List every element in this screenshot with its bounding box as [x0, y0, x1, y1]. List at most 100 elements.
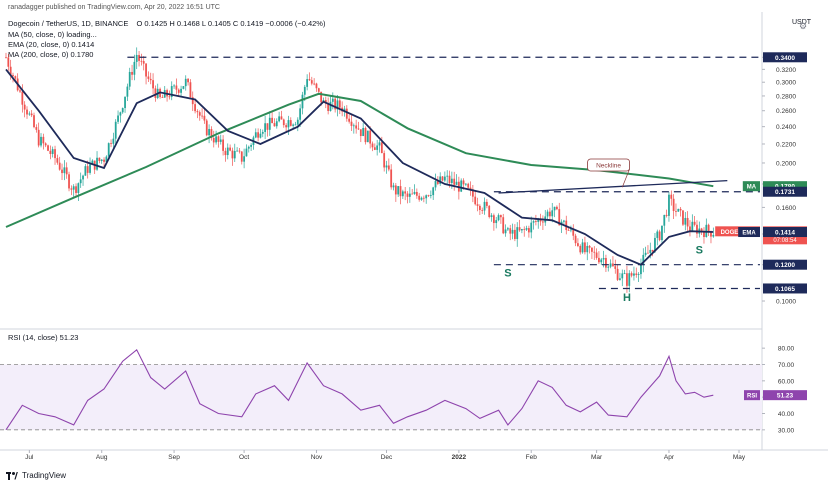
- candle-body: [670, 194, 673, 199]
- time-tick-label: 2022: [452, 454, 467, 461]
- time-tick-label: Mar: [591, 454, 603, 461]
- candle-body: [476, 204, 479, 206]
- candle-body: [474, 196, 477, 205]
- time-tick-label: Nov: [311, 454, 323, 461]
- candle-body: [546, 211, 549, 217]
- candle-body: [47, 145, 49, 151]
- price-label-value: 0.1200: [775, 262, 795, 269]
- candle-body: [485, 201, 488, 206]
- candle-body: [77, 183, 80, 193]
- price-tick-label: 0.2600: [776, 108, 796, 115]
- candle-body: [488, 205, 491, 218]
- candle-body: [135, 54, 138, 62]
- candle-body: [86, 166, 89, 173]
- candle-body: [107, 143, 110, 157]
- candle-body: [208, 129, 210, 136]
- candle-body: [607, 266, 610, 268]
- candle-body: [369, 130, 372, 144]
- candle-body: [261, 131, 264, 134]
- price-tag-label: DOGEUSDT: [721, 230, 755, 236]
- candle-body: [612, 263, 614, 267]
- price-tag-label: EMA: [742, 231, 756, 237]
- candle-body: [310, 80, 313, 84]
- candle-body: [469, 187, 472, 190]
- candle-body: [572, 229, 575, 236]
- candle-body: [682, 210, 684, 225]
- candle-body: [315, 83, 318, 89]
- candle-body: [605, 257, 607, 268]
- candle-body: [201, 115, 203, 117]
- rsi-tick-label: 60.00: [778, 378, 795, 385]
- rsi-tick-label: 80.00: [778, 346, 795, 353]
- candle-body: [392, 185, 395, 188]
- candle-body: [9, 66, 12, 75]
- candle-body: [418, 195, 421, 200]
- candle-body: [147, 76, 150, 79]
- candle-body: [616, 268, 619, 280]
- candle-body: [184, 78, 187, 87]
- candle-body: [70, 188, 73, 190]
- candle-body: [243, 156, 246, 162]
- candle-body: [254, 132, 257, 138]
- pattern-label-s: S: [504, 268, 511, 280]
- candle-body: [441, 176, 444, 181]
- candle-body: [61, 169, 63, 174]
- candle-body: [126, 86, 129, 97]
- rsi-title[interactable]: RSI (14, close) 51.23: [8, 333, 79, 342]
- candle-body: [145, 63, 147, 77]
- candle-body: [537, 219, 540, 222]
- indicator-ma200[interactable]: MA (200, close, 0) 0.1780: [8, 50, 94, 59]
- candle-body: [198, 112, 201, 116]
- candle-body: [415, 191, 418, 196]
- candle-body: [464, 183, 467, 185]
- candle-body: [149, 78, 152, 81]
- candle-body: [63, 167, 66, 174]
- price-tick-label: 0.2800: [776, 93, 796, 100]
- time-tick-label: Apr: [664, 454, 675, 461]
- candle-body: [511, 229, 514, 234]
- candle-body: [506, 228, 509, 230]
- price-label-value: 0.1414: [775, 230, 795, 237]
- candle-body: [245, 148, 248, 157]
- candle-body: [600, 259, 603, 263]
- candle-body: [334, 98, 337, 110]
- candle-body: [376, 145, 379, 150]
- candle-body: [278, 116, 281, 122]
- candle-body: [289, 120, 292, 126]
- candle-body: [551, 210, 554, 217]
- candle-body: [215, 136, 217, 143]
- candle-body: [504, 229, 507, 234]
- candle-body: [42, 136, 45, 144]
- price-tick-label: 0.3000: [776, 80, 796, 87]
- candle-body: [72, 186, 75, 190]
- candle-body: [128, 71, 131, 87]
- rsi-tag: [744, 390, 760, 401]
- candle-body: [595, 252, 598, 258]
- candle-body: [649, 249, 652, 254]
- candle-body: [513, 229, 516, 239]
- indicator-ema20[interactable]: EMA (20, close, 0) 0.1414: [8, 40, 95, 49]
- time-tick-label: Oct: [239, 454, 249, 461]
- candle-body: [558, 209, 561, 226]
- time-tick-label: Feb: [526, 454, 538, 461]
- candle-body: [520, 229, 523, 231]
- candle-body: [173, 85, 175, 87]
- candle-body: [19, 90, 21, 92]
- rsi-tag-label: RSI: [747, 394, 757, 400]
- price-tag-label: MA: [747, 185, 757, 191]
- price-label-countdown: 07:08:54: [773, 238, 797, 244]
- indicator-ma50[interactable]: MA (50, close, 0) loading...: [8, 30, 97, 39]
- candle-body: [460, 180, 463, 192]
- candle-body: [250, 145, 253, 147]
- symbol-title: Dogecoin / TetherUS, 1D, BINANCE: [8, 19, 129, 28]
- price-label-box: [763, 283, 807, 294]
- ohlc-values: O 0.1425 H 0.1468 L 0.1405 C 0.1419 −0.0…: [136, 19, 326, 28]
- candle-body: [96, 157, 98, 170]
- price-tick-label: 0.2200: [776, 141, 796, 148]
- tradingview-logo[interactable]: TradingView: [6, 471, 66, 480]
- candle-body: [420, 197, 423, 200]
- candle-body: [425, 195, 428, 199]
- candle-body: [327, 103, 330, 111]
- candle-body: [282, 119, 285, 126]
